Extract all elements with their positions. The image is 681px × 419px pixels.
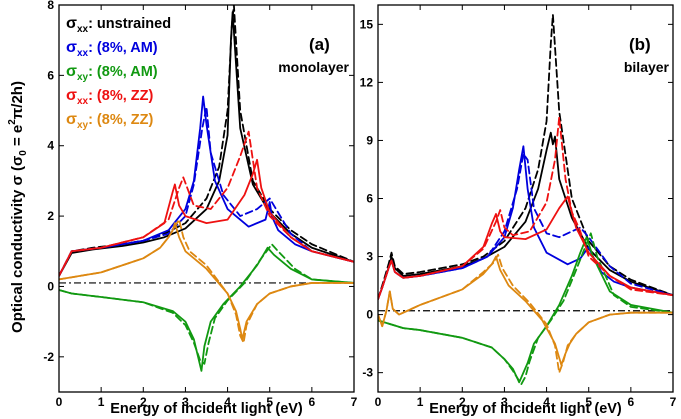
series-line-sxx-ZZ-solid bbox=[378, 195, 673, 301]
series-line-sxy-AM-dashed bbox=[378, 232, 673, 386]
x-tick-label: 1 bbox=[98, 395, 105, 409]
legend: σxx: unstrained σxx: (8%, AM) σxy: (8%, AM… bbox=[66, 15, 171, 131]
y-tick-label: -3 bbox=[362, 366, 373, 380]
legend-entry: σxy: (8%, ZZ) bbox=[66, 111, 153, 131]
y-tick-label: 0 bbox=[47, 279, 54, 293]
x-tick-label: 4 bbox=[224, 395, 231, 409]
y-tick-label: 6 bbox=[47, 68, 54, 82]
x-tick-label: 5 bbox=[266, 395, 273, 409]
series-line-sxx-ZZ-dashed bbox=[378, 116, 673, 301]
plot-frame bbox=[58, 4, 355, 393]
y-tick-label: 0 bbox=[366, 308, 373, 322]
series-line-sxy-AM-dashed bbox=[59, 243, 354, 365]
x-tick-label: 0 bbox=[56, 395, 63, 409]
y-axis-label-main: Optical conductivity σ (σ bbox=[9, 156, 26, 333]
y-tick-label: -2 bbox=[43, 350, 54, 364]
panel-name: monolayer bbox=[278, 59, 349, 75]
y-tick-label: 4 bbox=[47, 139, 54, 153]
x-tick-label: 7 bbox=[351, 395, 358, 409]
x-tick-label: 1 bbox=[417, 395, 424, 409]
y-axis-label: Optical conductivity σ (σ0 = e2π/2h) bbox=[7, 81, 29, 333]
x-tick-label: 6 bbox=[309, 395, 316, 409]
series-line-sxy-ZZ-dashed bbox=[378, 253, 673, 374]
x-tick-label: 2 bbox=[459, 395, 466, 409]
x-tick-label: 3 bbox=[501, 395, 508, 409]
series-line-sxx-unstrained-dashed bbox=[378, 13, 673, 301]
x-tick-label: 3 bbox=[182, 395, 189, 409]
x-tick-label: 4 bbox=[543, 395, 550, 409]
series-line-sxy-AM-solid bbox=[378, 236, 673, 384]
y-tick-label: 12 bbox=[360, 75, 374, 89]
y-axis-label-end: π/2h) bbox=[9, 81, 26, 119]
panel-label: (b) bbox=[629, 35, 651, 54]
x-axis-label: Energy of incident light (eV) bbox=[110, 401, 303, 417]
x-tick-label: 5 bbox=[585, 395, 592, 409]
y-axis-label-sup: 2 bbox=[7, 119, 18, 125]
series-line-sxy-ZZ-dashed bbox=[59, 218, 354, 344]
y-axis-label-sub: 0 bbox=[18, 150, 29, 156]
y-tick-label: 6 bbox=[366, 192, 373, 206]
series-line-sxy-AM-solid bbox=[59, 246, 354, 372]
x-tick-label: 7 bbox=[670, 395, 677, 409]
legend-entry: σxy: (8%, AM) bbox=[66, 63, 158, 83]
x-tick-label: 0 bbox=[375, 395, 382, 409]
panel-name: bilayer bbox=[624, 59, 670, 75]
y-tick-label: 8 bbox=[47, 0, 54, 12]
y-tick-label: 9 bbox=[366, 133, 373, 147]
y-tick-label: 3 bbox=[366, 250, 373, 264]
series-line-sxy-ZZ-solid bbox=[59, 222, 354, 341]
x-axis-label: Energy of incident light (eV) bbox=[429, 401, 622, 417]
legend-entry: σxx: (8%, AM) bbox=[66, 39, 158, 59]
y-axis-label-tail: = e bbox=[9, 125, 26, 150]
series-line-sxx-ZZ-solid bbox=[59, 158, 354, 277]
panel-monolayer: 0 1 2 3 4 5 6 7 -2 0 2 4 6 8 Energy of incident light … bbox=[43, 0, 357, 417]
x-tick-label: 2 bbox=[140, 395, 147, 409]
legend-entry: σxx: (8%, ZZ) bbox=[66, 87, 153, 107]
panel-label: (a) bbox=[309, 35, 330, 54]
y-tick-label: 2 bbox=[47, 209, 54, 223]
y-tick-label: 15 bbox=[360, 17, 374, 31]
series-line-sxx-ZZ-dashed bbox=[59, 130, 354, 277]
x-tick-label: 6 bbox=[628, 395, 635, 409]
legend-entry: σxx: unstrained bbox=[66, 15, 171, 35]
